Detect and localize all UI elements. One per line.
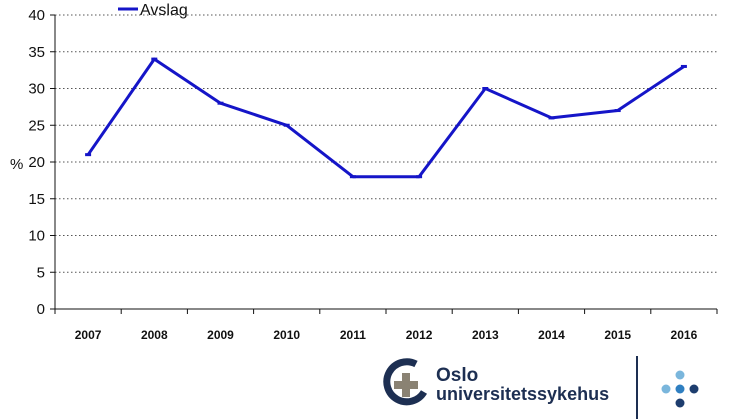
series-line-avslag	[86, 57, 685, 179]
x-tick-label: 2007	[75, 328, 102, 342]
logo-dot	[675, 398, 685, 408]
y-tick-label: 20	[28, 154, 45, 171]
x-tick-label: 2012	[406, 328, 433, 342]
legend: Avslag	[118, 2, 188, 19]
logo-cross-icon	[394, 373, 418, 397]
y-axis-ticks: 0 5 10 15 20 25 30 35 40	[28, 7, 55, 318]
x-tick-label: 2008	[141, 328, 168, 342]
x-tick-label: 2010	[273, 328, 300, 342]
logo-line-universitetssykehus: universitetssykehus	[436, 384, 610, 404]
hospital-logo: Oslo universitetssykehus	[380, 352, 746, 419]
x-tick-label: 2014	[538, 328, 565, 342]
y-tick-label: 10	[28, 228, 45, 245]
x-tick-label: 2016	[671, 328, 698, 342]
x-tick-label: 2015	[604, 328, 631, 342]
x-tick-label: 2009	[207, 328, 234, 342]
y-tick-label: 5	[37, 264, 45, 281]
logo-divider	[636, 356, 638, 419]
logo-ring	[383, 358, 428, 406]
y-tick-label: 40	[28, 7, 45, 24]
y-tick-label: 25	[28, 117, 45, 134]
logo-dot	[689, 384, 699, 394]
series-group	[85, 57, 687, 179]
legend-entry-label: Avslag	[140, 2, 188, 19]
logo-line-oslo: Oslo	[436, 365, 479, 386]
logo-wordmark: Oslo universitetssykehus	[436, 366, 609, 404]
line-chart: 0 5 10 15 20 25 30 35 40 2007 2008 2009 2010 2011 201…	[10, 2, 718, 342]
y-tick-label: 15	[28, 191, 45, 208]
x-tick-label: 2013	[472, 328, 499, 342]
gridlines	[55, 14, 717, 273]
logo-dot	[675, 370, 685, 380]
dots-pattern-icon	[661, 370, 699, 408]
x-tick-label: 2011	[340, 328, 366, 342]
x-axis-ticks: 2007 2008 2009 2010 2011 2012 2013 2014 2015 2016	[54, 309, 718, 342]
logo-dot	[661, 384, 671, 394]
y-axis-label: %	[10, 156, 23, 173]
logo-dot	[675, 384, 685, 394]
y-tick-label: 30	[28, 81, 45, 98]
y-tick-label: 0	[37, 301, 45, 318]
y-tick-label: 35	[28, 44, 45, 61]
oslo-logo-icon	[383, 358, 428, 406]
